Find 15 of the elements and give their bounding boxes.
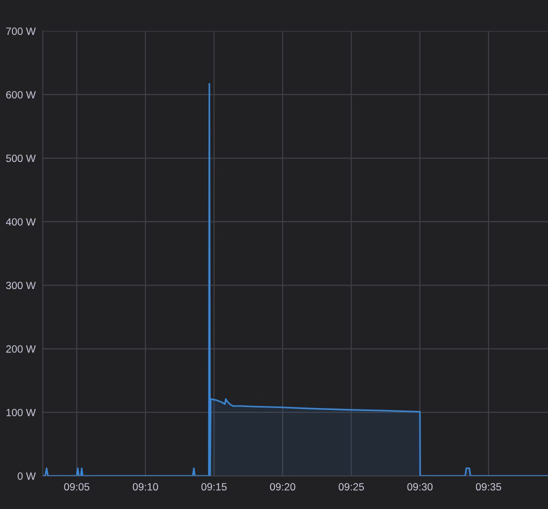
x-tick-label: 09:35 [476, 483, 502, 491]
y-tick-label: 300 W [6, 282, 36, 290]
y-tick-label: 400 W [6, 218, 36, 226]
y-tick-label: 200 W [6, 345, 36, 353]
x-tick-label: 09:20 [270, 483, 296, 491]
y-tick-label: 500 W [6, 154, 36, 162]
x-tick-label: 09:15 [201, 483, 227, 491]
y-tick-label: 0 W [18, 472, 36, 480]
y-tick-label: 100 W [6, 408, 36, 416]
x-tick-label: 09:25 [338, 483, 364, 491]
y-tick-label: 700 W [6, 28, 36, 35]
y-tick-label: 600 W [6, 91, 36, 98]
x-tick-label: 09:05 [64, 483, 90, 491]
x-tick-label: 09:30 [407, 483, 433, 491]
x-tick-label: 09:10 [132, 483, 158, 491]
